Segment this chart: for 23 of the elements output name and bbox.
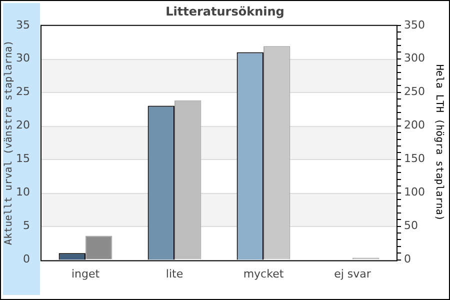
x-tick-label: lite [166,267,184,280]
y-tick-label: 20 [16,118,30,132]
y2-tick-label: 350 [404,18,425,32]
y2-tick-label: 150 [404,152,425,166]
x-tick-label: ej svar [334,267,372,280]
y2-tick-label: 50 [404,219,418,232]
y2-tick-label: 0 [404,252,411,266]
y-tick-label: 30 [16,52,30,65]
y-tick-label: 35 [16,18,30,32]
y-tick-label: 10 [16,186,30,199]
y2-axis-title: Hela LTH (högra staplarna) [433,64,444,221]
chart-title: Litteratursökning [166,4,284,18]
y-tick-label: 15 [16,152,30,166]
y-tick-label: 0 [23,252,30,266]
y2-tick-label: 250 [404,85,425,98]
y2-tick-label: 100 [404,186,425,199]
x-tick-label: mycket [243,267,284,280]
y2-tick-label: 300 [404,52,425,65]
y-axis-title: Aktuellt urval (vänstra staplarna) [4,40,15,245]
x-tick-label: inget [71,267,100,280]
y-tick-label: 25 [16,85,30,98]
y2-tick-label: 200 [404,118,425,132]
y-tick-label: 5 [23,219,30,232]
